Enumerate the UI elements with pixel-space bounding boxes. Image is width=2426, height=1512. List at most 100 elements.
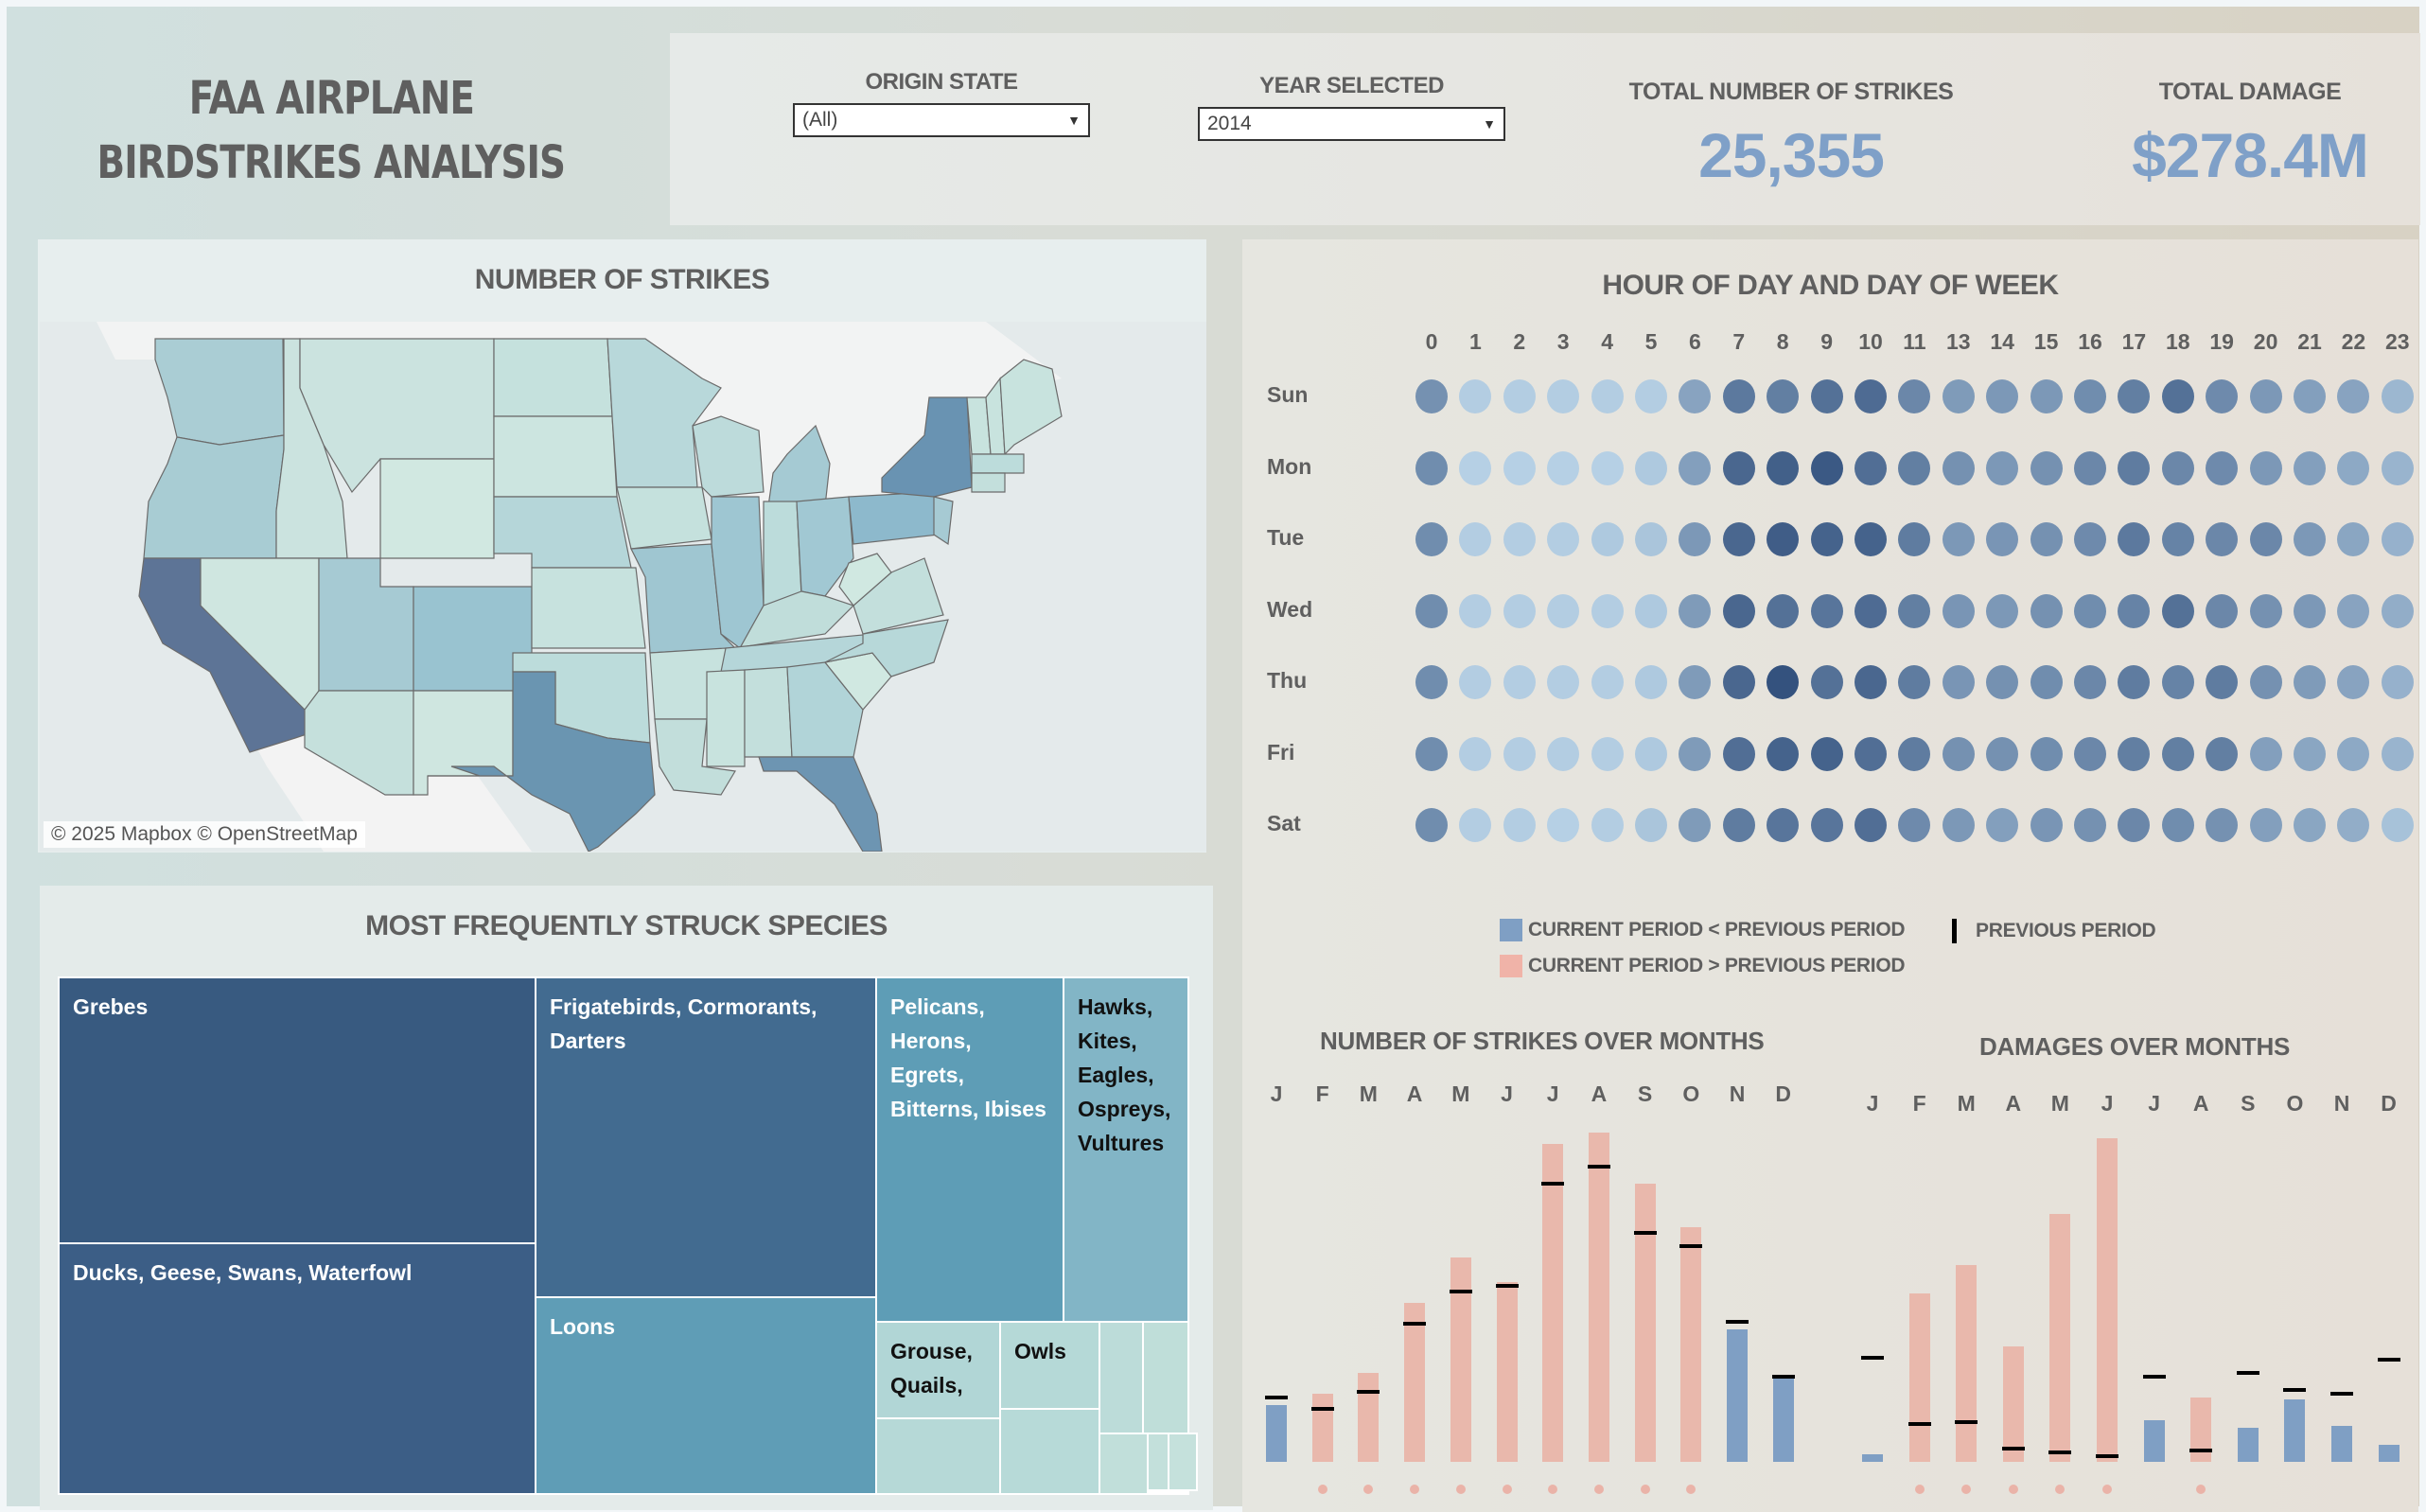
heatmap-cell[interactable] (2337, 522, 2370, 556)
heatmap-cell[interactable] (1855, 665, 1887, 699)
heatmap-cell[interactable] (2118, 450, 2151, 485)
month-bar[interactable] (2237, 1428, 2259, 1462)
state-PA[interactable] (848, 491, 940, 545)
heatmap-cell[interactable] (2249, 665, 2282, 699)
heatmap-cell[interactable] (2161, 522, 2194, 556)
heatmap-cell[interactable] (1679, 593, 1712, 628)
month-bar[interactable] (1680, 1227, 1702, 1462)
month-bar[interactable] (2378, 1445, 2400, 1462)
heatmap-cell[interactable] (2294, 808, 2326, 842)
state-TX[interactable] (428, 671, 656, 852)
state-FL[interactable] (758, 756, 883, 852)
state-LA[interactable] (654, 718, 736, 796)
treemap-cell-loons[interactable]: Loons (535, 1296, 877, 1495)
heatmap-cell[interactable] (1415, 593, 1448, 628)
heatmap-cell[interactable] (2030, 379, 2063, 413)
heatmap-cell[interactable] (1810, 522, 1843, 556)
treemap-cell-other[interactable] (1168, 1433, 1198, 1491)
state-WI[interactable] (692, 415, 765, 498)
month-bar[interactable] (1542, 1144, 1564, 1462)
heatmap-cell[interactable] (2118, 736, 2151, 771)
heatmap-cell[interactable] (1503, 450, 1536, 485)
heatmap-cell[interactable] (1503, 593, 1536, 628)
heatmap-cell[interactable] (2206, 522, 2239, 556)
heatmap-cell[interactable] (2337, 665, 2370, 699)
heatmap-cell[interactable] (1767, 736, 1800, 771)
heatmap-cell[interactable] (1679, 808, 1712, 842)
month-bar[interactable] (2097, 1138, 2118, 1462)
heatmap-cell[interactable] (1591, 736, 1624, 771)
heatmap-cell[interactable] (2337, 808, 2370, 842)
heatmap-cell[interactable] (1767, 379, 1800, 413)
state-NY[interactable] (881, 396, 973, 498)
heatmap-cell[interactable] (1855, 736, 1887, 771)
state-NE[interactable] (493, 496, 632, 569)
heatmap-cell[interactable] (2161, 736, 2194, 771)
heatmap-cell[interactable] (1679, 665, 1712, 699)
month-bar[interactable] (1956, 1265, 1978, 1462)
heatmap-cell[interactable] (1986, 665, 2019, 699)
heatmap-cell[interactable] (1547, 736, 1580, 771)
heatmap-cell[interactable] (2206, 379, 2239, 413)
heatmap-cell[interactable] (2249, 736, 2282, 771)
heatmap-cell[interactable] (1942, 450, 1975, 485)
state-UT[interactable] (318, 557, 414, 692)
heatmap-cell[interactable] (2206, 450, 2239, 485)
treemap-cell-other[interactable] (1142, 1321, 1189, 1434)
heatmap-cell[interactable] (1810, 736, 1843, 771)
heatmap-cell[interactable] (2381, 736, 2414, 771)
heatmap-cell[interactable] (1942, 665, 1975, 699)
heatmap-cell[interactable] (1898, 379, 1931, 413)
treemap-cell-other[interactable] (999, 1408, 1100, 1495)
heatmap-cell[interactable] (2161, 808, 2194, 842)
heatmap-cell[interactable] (1635, 593, 1667, 628)
heatmap-cell[interactable] (1635, 379, 1667, 413)
heatmap-cell[interactable] (1635, 808, 1667, 842)
heatmap-cell[interactable] (2206, 593, 2239, 628)
heatmap-cell[interactable] (1635, 522, 1667, 556)
heatmap-cell[interactable] (1635, 736, 1667, 771)
heatmap-cell[interactable] (1767, 808, 1800, 842)
state-IN[interactable] (763, 501, 802, 607)
heatmap-cell[interactable] (2337, 593, 2370, 628)
month-bar[interactable] (2331, 1426, 2352, 1462)
heatmap-cell[interactable] (2249, 522, 2282, 556)
heatmap-cell[interactable] (2074, 379, 2106, 413)
month-bar[interactable] (1358, 1373, 1380, 1462)
heatmap-cell[interactable] (2161, 593, 2194, 628)
heatmap-cell[interactable] (1591, 450, 1624, 485)
state-SD[interactable] (493, 415, 618, 498)
heatmap-cell[interactable] (1942, 379, 1975, 413)
heatmap-cell[interactable] (2030, 522, 2063, 556)
heatmap-cell[interactable] (1722, 665, 1755, 699)
heatmap-cell[interactable] (1415, 736, 1448, 771)
state-IA[interactable] (616, 486, 712, 550)
heatmap-cell[interactable] (1986, 593, 2019, 628)
heatmap-cell[interactable] (1810, 808, 1843, 842)
heatmap-cell[interactable] (1942, 736, 1975, 771)
heatmap-cell[interactable] (1855, 450, 1887, 485)
state-OH[interactable] (796, 496, 854, 597)
heatmap-cell[interactable] (2074, 808, 2106, 842)
heatmap-cell[interactable] (1855, 808, 1887, 842)
year-dropdown[interactable]: 2014 ▼ (1198, 107, 1505, 141)
heatmap-cell[interactable] (1986, 736, 2019, 771)
heatmap-cell[interactable] (1855, 522, 1887, 556)
treemap-cell-hawks[interactable]: Hawks, Kites, Eagles, Ospreys, Vultures (1063, 976, 1189, 1323)
heatmap-cell[interactable] (2074, 736, 2106, 771)
heatmap-cell[interactable] (2381, 665, 2414, 699)
heatmap-cell[interactable] (1722, 808, 1755, 842)
heatmap-cell[interactable] (1547, 379, 1580, 413)
treemap-cell-other[interactable] (1099, 1433, 1149, 1495)
heatmap-cell[interactable] (2337, 379, 2370, 413)
state-AL[interactable] (744, 666, 793, 758)
heatmap-cell[interactable] (1547, 450, 1580, 485)
month-bar[interactable] (1908, 1293, 1930, 1462)
heatmap-cell[interactable] (1459, 379, 1492, 413)
heatmap-cell[interactable] (1415, 450, 1448, 485)
heatmap-cell[interactable] (1986, 379, 2019, 413)
heatmap-cell[interactable] (2161, 450, 2194, 485)
treemap-cell-owls[interactable]: Owls (999, 1321, 1100, 1410)
heatmap-cell[interactable] (2074, 593, 2106, 628)
heatmap-cell[interactable] (1459, 808, 1492, 842)
